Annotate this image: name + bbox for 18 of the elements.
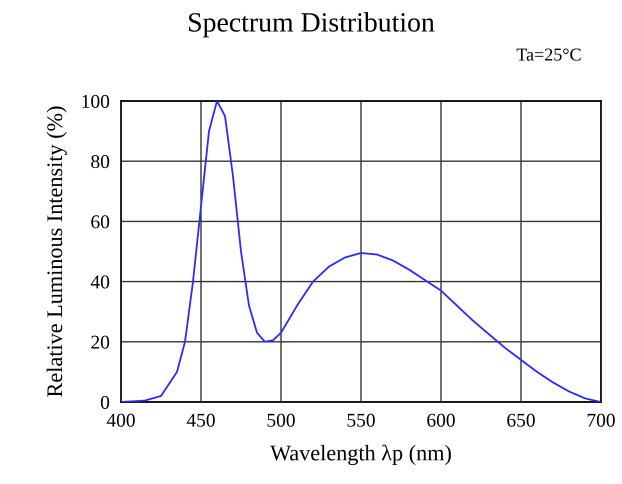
x-tick-label: 650	[507, 414, 535, 427]
y-axis-title: Relative Luminous Intensity (%)	[46, 106, 67, 397]
x-tick-label: 700	[588, 414, 615, 427]
x-tick-label: 600	[427, 414, 455, 427]
y-tick-label: 0	[100, 396, 110, 409]
x-tick-label: 450	[186, 414, 215, 427]
line-series	[121, 101, 601, 402]
x-tick-label: 550	[348, 414, 375, 427]
x-tick-label: 400	[106, 414, 135, 427]
x-tick-label: 500	[268, 414, 295, 427]
y-tick-label: 60	[91, 215, 110, 228]
y-tick-label: 80	[91, 155, 110, 168]
x-axis-title: Wavelength λp (nm)	[270, 444, 451, 466]
chart-title: Spectrum Distribution	[189, 12, 434, 38]
y-tick-label: 100	[82, 94, 110, 108]
y-tick-label: 20	[91, 336, 110, 349]
y-tick-label: 40	[90, 275, 110, 289]
text: Ta=25°C	[516, 48, 581, 61]
